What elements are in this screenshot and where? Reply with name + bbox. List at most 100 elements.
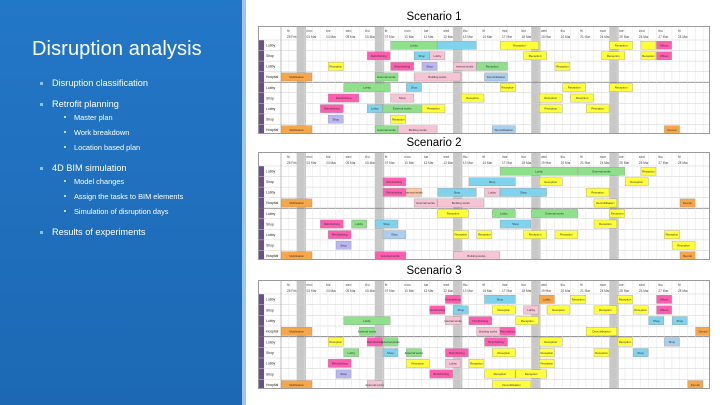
task-bar: [617, 337, 633, 347]
weekend-column: [374, 153, 385, 259]
weekend-column: [609, 27, 619, 133]
task-label: Reception: [494, 372, 507, 376]
task-label: Reception: [329, 64, 342, 68]
task-bar: [578, 167, 625, 176]
header-day: wed: [541, 155, 547, 159]
task-bar: [398, 125, 438, 133]
header-day: fri: [580, 283, 583, 287]
header-date: 28 Feb: [287, 35, 297, 39]
task-bar: [656, 51, 672, 61]
header-day: fri: [678, 29, 681, 33]
task-label: Mobilisation: [289, 254, 304, 258]
task-bar: [437, 41, 477, 50]
row-label: Shop: [266, 243, 274, 247]
task-bar: [367, 380, 383, 388]
header-day: mon: [307, 29, 313, 33]
task-bar: [429, 305, 446, 315]
task-bar: [374, 219, 399, 229]
task-bar: [421, 62, 438, 71]
task-bar: [468, 359, 485, 368]
task-label: Reception: [611, 212, 624, 216]
gantt-header: [259, 281, 709, 294]
header-date: 05 Mar: [346, 289, 357, 293]
task-bar: [492, 209, 516, 218]
task-label: Shop: [383, 222, 390, 226]
task-label: Demobilisation: [592, 329, 611, 333]
header-date: 19 Mar: [541, 35, 552, 39]
header-date: 13 Mar: [463, 161, 474, 165]
task-bar: [414, 198, 438, 208]
row-label: Shop: [266, 96, 274, 100]
task-label: External works: [358, 329, 377, 333]
task-label: Refurbishing: [324, 222, 340, 226]
task-bar: [593, 219, 618, 229]
task-bar: [437, 188, 477, 197]
task-label: Lobby: [363, 319, 371, 323]
task-label: Shop: [497, 297, 504, 301]
task-label: Lobby: [348, 351, 356, 355]
header-day: mon: [404, 155, 410, 159]
weekend-column: [453, 281, 463, 388]
task-label: Refurbishing: [445, 297, 461, 301]
task-bar: [500, 327, 516, 336]
task-label: Lobby: [500, 212, 508, 216]
task-bar: [460, 93, 485, 103]
row-label: Hospital: [266, 128, 278, 132]
task-bar: [445, 359, 461, 368]
task-label: Reception: [595, 351, 608, 355]
header-date: 27 Mar: [658, 35, 669, 39]
task-bar: [546, 305, 571, 315]
row-label: Shop: [266, 54, 274, 58]
task-bar: [414, 51, 430, 61]
task-label: Reception: [486, 64, 499, 68]
task-bar: [515, 316, 539, 325]
task-bar: [609, 83, 633, 92]
header-day: mon: [600, 29, 606, 33]
task-bar: [382, 188, 406, 197]
header-date: 10 Mar: [404, 289, 415, 293]
header-date: 06 Mar: [365, 35, 376, 39]
task-bar: [664, 230, 680, 239]
header-day: thu: [463, 29, 468, 33]
task-label: Demobilisation: [487, 75, 506, 79]
task-bar: [453, 251, 500, 259]
header-day: tue: [619, 29, 624, 33]
header-date: 03 Mar: [307, 161, 318, 165]
task-bar: [492, 380, 532, 388]
task-bar: [335, 369, 352, 379]
task-bar: [374, 72, 399, 82]
task-label: Demob: [683, 201, 692, 205]
task-bar: [328, 93, 360, 103]
task-label: Reception: [466, 96, 479, 100]
header-day: wed: [639, 29, 645, 33]
bullet-retrofit-planning: Retrofit planning: [40, 99, 235, 109]
task-label: Building works: [467, 254, 486, 258]
task-bar: [367, 104, 383, 113]
header-date: 21 Mar: [580, 289, 591, 293]
header-day: tue: [522, 283, 527, 287]
task-label: Refurbishing: [336, 96, 352, 100]
header-day: tue: [326, 29, 331, 33]
scenario-3-gantt-chart: fri 28 Feb mon 03 Mar tue 04 Mar wed 05 Mar thu 0…: [259, 281, 709, 388]
task-bar: [523, 230, 547, 239]
header-date: 12 Mar: [443, 35, 454, 39]
header-day: thu: [561, 29, 566, 33]
header-date: 21 Mar: [580, 35, 591, 39]
header-date: 28 Mar: [678, 161, 689, 165]
task-bar: [648, 316, 664, 325]
task-label: External works: [393, 107, 412, 111]
task-label: Refurbishing: [449, 351, 465, 355]
row-label: Lobby: [266, 212, 276, 216]
task-bar: [523, 305, 539, 315]
weekend-column: [531, 281, 541, 388]
task-bar: [632, 348, 649, 357]
header-day: fri: [385, 155, 388, 159]
task-bar: [617, 295, 633, 304]
task-label: Building works: [479, 329, 498, 333]
row-label: Lobby: [266, 170, 276, 174]
task-label: Refurbishing: [387, 180, 403, 184]
header-day: thu: [365, 29, 370, 33]
task-label: Demob: [683, 254, 692, 258]
task-bar: [632, 305, 649, 315]
task-label: Shop: [653, 319, 660, 323]
